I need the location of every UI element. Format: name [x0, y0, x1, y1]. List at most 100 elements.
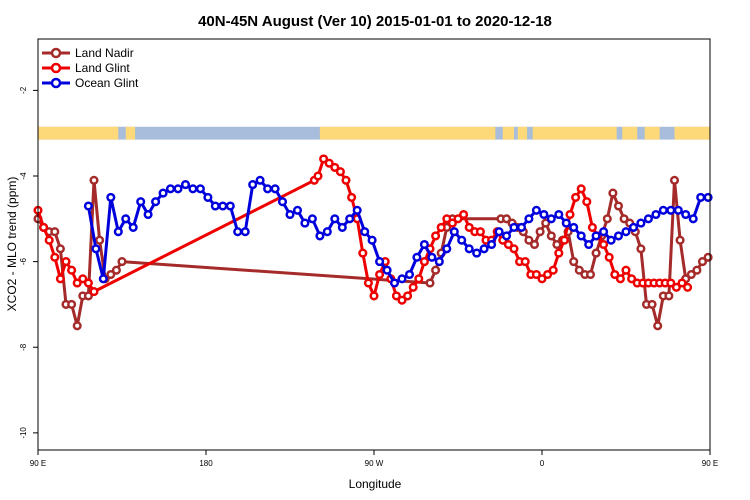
- data-point: [225, 201, 235, 211]
- data-point: [565, 209, 575, 220]
- data-point: [604, 252, 614, 262]
- legend-label: Land Nadir: [75, 46, 134, 60]
- data-point: [347, 192, 357, 202]
- data-point: [72, 321, 82, 331]
- data-point: [106, 269, 116, 280]
- data-point: [391, 291, 401, 301]
- data-point: [696, 192, 706, 202]
- data-point: [619, 214, 629, 224]
- data-point: [111, 265, 121, 275]
- data-point: [688, 214, 698, 224]
- data-point: [117, 257, 127, 267]
- data-point: [509, 222, 519, 232]
- data-point: [67, 265, 77, 275]
- data-point: [503, 239, 513, 250]
- series-land-nadir: [33, 175, 713, 331]
- data-point: [459, 209, 469, 220]
- data-point: [548, 265, 558, 275]
- data-point: [375, 269, 385, 280]
- data-point: [664, 291, 674, 301]
- data-point: [559, 235, 569, 245]
- data-point: [375, 257, 385, 267]
- data-point: [83, 278, 93, 288]
- data-point: [494, 227, 504, 237]
- data-point: [683, 282, 693, 292]
- data-point: [61, 257, 71, 267]
- data-point: [501, 231, 512, 241]
- data-point: [651, 209, 661, 220]
- data-point: [425, 278, 435, 288]
- land-band-segment: [38, 126, 119, 140]
- data-point: [671, 282, 681, 292]
- data-point: [675, 235, 685, 245]
- data-point: [285, 209, 295, 220]
- data-point: [608, 188, 618, 198]
- data-point: [643, 214, 653, 224]
- data-point: [337, 222, 347, 232]
- data-point: [636, 244, 646, 254]
- data-point: [539, 209, 549, 220]
- data-point: [591, 231, 601, 241]
- land-band-segment: [517, 126, 528, 140]
- data-point: [543, 269, 553, 280]
- data-point: [487, 239, 497, 250]
- x-tick-label: 0: [540, 459, 545, 468]
- data-point: [158, 188, 168, 198]
- y-tick-label: -4: [19, 172, 28, 180]
- x-tick-label: 90 E: [702, 459, 718, 468]
- data-point: [419, 257, 429, 267]
- data-point: [39, 222, 49, 232]
- data-point: [535, 227, 545, 237]
- data-point: [367, 235, 377, 245]
- data-point: [78, 274, 88, 284]
- data-point: [520, 257, 530, 267]
- data-point: [442, 244, 452, 254]
- data-point: [509, 244, 519, 254]
- data-point: [240, 227, 250, 237]
- data-point: [531, 269, 541, 280]
- data-point: [546, 214, 556, 224]
- data-point: [319, 154, 329, 164]
- data-point: [233, 227, 243, 237]
- data-point: [404, 269, 415, 280]
- land-band-segment: [622, 126, 638, 140]
- data-point: [408, 282, 418, 292]
- data-point: [610, 269, 620, 280]
- data-point: [412, 252, 422, 262]
- data-point: [98, 274, 108, 284]
- data-point: [582, 197, 592, 207]
- data-point: [681, 209, 691, 220]
- data-point: [576, 184, 586, 194]
- data-point: [584, 239, 594, 250]
- data-point: [464, 222, 474, 232]
- land-band-segment: [532, 126, 617, 140]
- data-point: [621, 265, 631, 275]
- data-point: [341, 175, 351, 185]
- data-point: [89, 175, 99, 185]
- data-point: [397, 295, 407, 305]
- data-point: [113, 227, 123, 237]
- data-point: [72, 278, 82, 288]
- data-point: [203, 192, 213, 202]
- data-point: [121, 214, 131, 224]
- data-point: [613, 201, 624, 211]
- data-point: [255, 175, 265, 185]
- data-point: [313, 171, 323, 181]
- legend-label: Ocean Glint: [75, 76, 139, 90]
- data-point: [335, 167, 345, 177]
- series-ocean-glint: [83, 175, 713, 288]
- data-point: [358, 248, 368, 258]
- data-point: [324, 158, 334, 168]
- data-point: [188, 184, 198, 194]
- data-point: [431, 265, 441, 275]
- data-point: [599, 239, 609, 250]
- data-point: [50, 227, 60, 237]
- data-point: [636, 218, 646, 228]
- data-point: [195, 184, 205, 194]
- data-point: [571, 192, 581, 202]
- data-point: [277, 197, 288, 207]
- data-point: [449, 227, 459, 237]
- data-point: [576, 231, 586, 241]
